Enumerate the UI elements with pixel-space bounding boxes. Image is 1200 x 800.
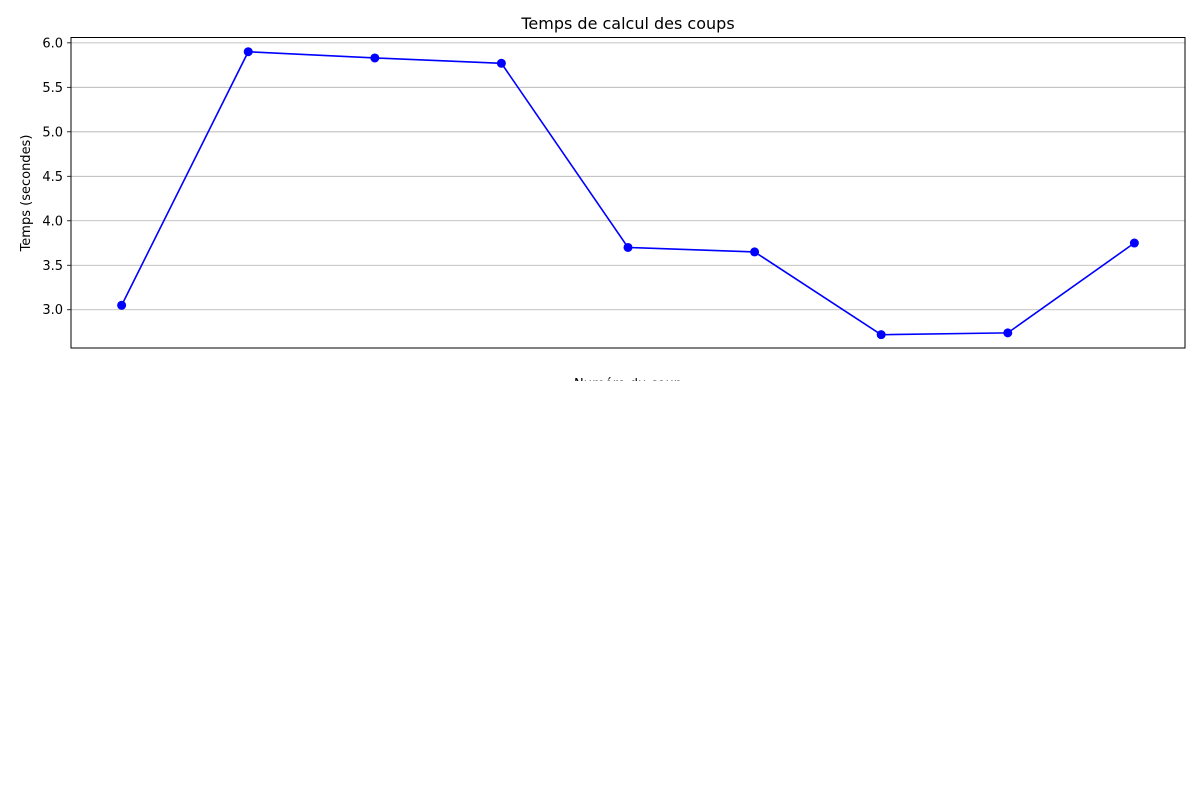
y-tick-label: 4.0 <box>42 214 63 229</box>
chart-title: Temps de calcul des coups <box>520 14 734 33</box>
data-point <box>117 300 127 310</box>
y-axis-label: Temps (secondes) <box>19 135 34 253</box>
y-tick-label: 6.0 <box>42 36 63 51</box>
y-tick-label: 3.5 <box>42 259 63 274</box>
data-point <box>876 330 886 340</box>
data-point <box>1003 328 1013 338</box>
plot-frame <box>70 37 1186 349</box>
series-layer <box>117 47 1139 340</box>
series-line <box>120 50 1135 336</box>
data-point <box>243 47 253 57</box>
data-point <box>1129 238 1139 248</box>
grid-layer <box>71 42 1185 311</box>
x-axis-label: Numéro du coup <box>574 377 682 392</box>
data-point <box>370 53 380 63</box>
data-point <box>750 247 760 257</box>
y-tick-label: 3.0 <box>42 303 63 318</box>
y-tick-label: 5.0 <box>42 125 63 140</box>
data-point <box>623 242 633 252</box>
data-point <box>496 58 506 68</box>
x-axis-label-clip: Numéro du coup <box>574 377 682 392</box>
y-axis-ticks: 3.0 3.5 4.0 4.5 5.0 5.5 6.0 <box>42 36 71 318</box>
y-tick-label: 4.5 <box>42 170 63 185</box>
y-tick-label: 5.5 <box>42 81 63 96</box>
